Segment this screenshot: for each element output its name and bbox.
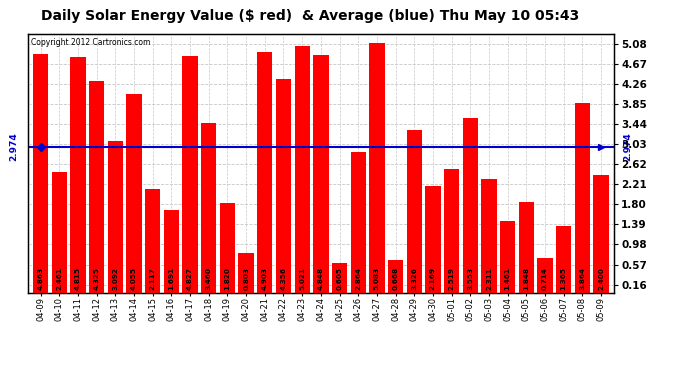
Text: 0.714: 0.714 bbox=[542, 267, 548, 290]
Bar bbox=[369, 44, 384, 292]
Text: 3.864: 3.864 bbox=[580, 267, 585, 290]
Bar bbox=[145, 189, 160, 292]
Text: 4.863: 4.863 bbox=[38, 267, 43, 290]
Bar bbox=[182, 56, 198, 292]
Text: 4.055: 4.055 bbox=[131, 267, 137, 290]
Bar bbox=[444, 169, 460, 292]
Bar bbox=[33, 54, 48, 292]
Text: 1.848: 1.848 bbox=[523, 267, 529, 290]
Bar bbox=[482, 179, 497, 292]
Bar bbox=[313, 55, 328, 292]
Text: 3.092: 3.092 bbox=[112, 267, 119, 290]
Text: 2.311: 2.311 bbox=[486, 267, 492, 290]
Bar bbox=[52, 172, 67, 292]
Text: 2.117: 2.117 bbox=[150, 267, 156, 290]
Text: 1.461: 1.461 bbox=[504, 267, 511, 290]
Bar bbox=[500, 221, 515, 292]
Text: 4.356: 4.356 bbox=[281, 267, 286, 290]
Text: 2.864: 2.864 bbox=[355, 267, 361, 290]
Bar bbox=[406, 129, 422, 292]
Bar bbox=[70, 57, 86, 292]
Bar bbox=[593, 175, 609, 292]
Text: 4.903: 4.903 bbox=[262, 267, 268, 290]
Text: 2.400: 2.400 bbox=[598, 267, 604, 290]
Text: 3.460: 3.460 bbox=[206, 267, 212, 290]
Bar bbox=[425, 186, 441, 292]
Text: 4.815: 4.815 bbox=[75, 267, 81, 290]
Bar bbox=[201, 123, 217, 292]
Bar bbox=[295, 46, 310, 292]
Text: Daily Solar Energy Value ($ red)  & Average (blue) Thu May 10 05:43: Daily Solar Energy Value ($ red) & Avera… bbox=[41, 9, 580, 23]
Bar bbox=[519, 202, 534, 292]
Bar bbox=[575, 103, 590, 292]
Bar bbox=[239, 253, 254, 292]
Bar bbox=[257, 52, 273, 292]
Text: 2.519: 2.519 bbox=[448, 267, 455, 290]
Text: Copyright 2012 Cartronics.com: Copyright 2012 Cartronics.com bbox=[30, 38, 150, 46]
Bar bbox=[462, 118, 478, 292]
Text: 1.365: 1.365 bbox=[561, 267, 566, 290]
Bar bbox=[332, 263, 347, 292]
Text: 4.325: 4.325 bbox=[94, 267, 100, 290]
Text: 5.083: 5.083 bbox=[374, 267, 380, 290]
Text: 2.974: 2.974 bbox=[624, 132, 633, 161]
Text: 4.827: 4.827 bbox=[187, 267, 193, 290]
Text: 0.668: 0.668 bbox=[393, 267, 399, 290]
Bar bbox=[220, 203, 235, 292]
Bar bbox=[108, 141, 123, 292]
Text: 1.820: 1.820 bbox=[224, 267, 230, 290]
Text: 2.169: 2.169 bbox=[430, 267, 436, 290]
Text: 3.326: 3.326 bbox=[411, 267, 417, 290]
Bar bbox=[556, 226, 571, 292]
Bar bbox=[538, 258, 553, 292]
Bar bbox=[351, 152, 366, 292]
Bar bbox=[276, 79, 291, 292]
Text: 2.461: 2.461 bbox=[57, 267, 62, 290]
Text: 0.803: 0.803 bbox=[243, 267, 249, 290]
Text: 4.848: 4.848 bbox=[318, 267, 324, 290]
Text: 5.021: 5.021 bbox=[299, 267, 305, 290]
Text: 3.553: 3.553 bbox=[467, 267, 473, 290]
Bar bbox=[89, 81, 104, 292]
Text: 1.691: 1.691 bbox=[168, 267, 175, 290]
Text: 2.974: 2.974 bbox=[9, 132, 18, 161]
Bar bbox=[126, 94, 141, 292]
Text: 0.605: 0.605 bbox=[337, 267, 342, 290]
Bar bbox=[164, 210, 179, 292]
Bar bbox=[388, 260, 403, 292]
